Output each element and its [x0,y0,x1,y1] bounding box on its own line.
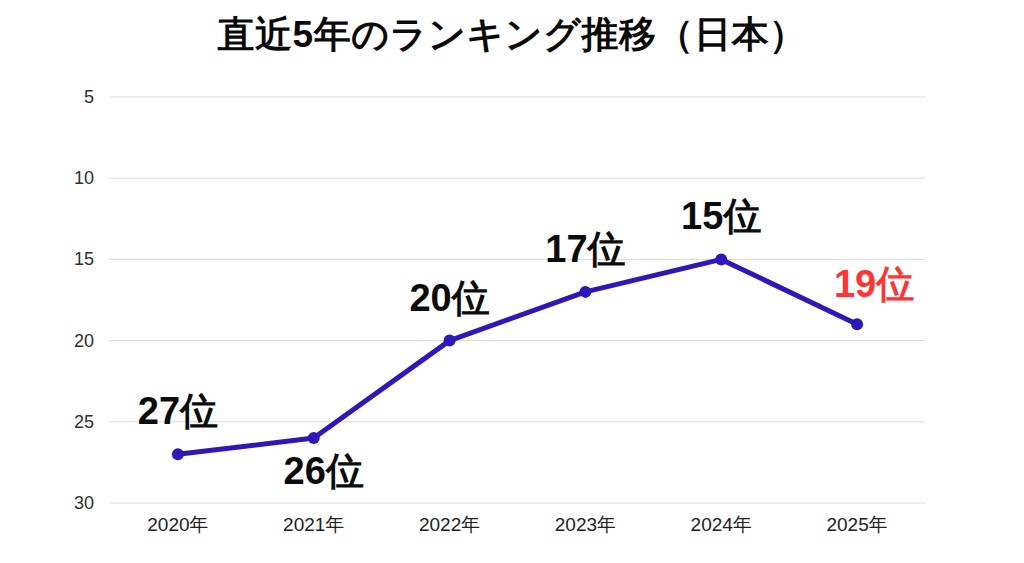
data-point-label: 17位 [545,228,625,270]
data-point [172,448,184,460]
y-tick-label: 30 [74,493,94,513]
y-tick-label: 20 [74,331,94,351]
x-tick-label: 2022年 [419,514,480,535]
x-tick-label: 2021年 [283,514,344,535]
data-point-label-highlight: 19位 [834,263,914,305]
data-point [715,253,727,265]
ranking-line-chart: 5 10 15 20 25 30 2020年 2021年 2022年 2023年 2024年 2025… [0,0,1024,563]
data-point [851,318,863,330]
x-tick-label: 2024年 [691,514,752,535]
x-tick-label: 2023年 [555,514,616,535]
ranking-chart-page: 直近5年のランキング推移（日本） 510152025302020年2021年20… [0,0,1024,563]
y-tick-label: 10 [74,168,94,188]
trend-line [178,259,857,454]
data-point-label: 26位 [284,450,364,492]
data-point-label: 20位 [409,277,489,319]
data-point-label: 15位 [681,195,761,237]
data-point [444,335,456,347]
x-tick-label: 2020年 [147,514,208,535]
y-tick-label: 25 [74,412,94,432]
x-tick-label: 2025年 [826,514,887,535]
data-point-label: 27位 [138,390,218,432]
y-tick-label: 5 [84,87,94,107]
y-tick-label: 15 [74,249,94,269]
data-point [308,432,320,444]
data-point [579,286,591,298]
